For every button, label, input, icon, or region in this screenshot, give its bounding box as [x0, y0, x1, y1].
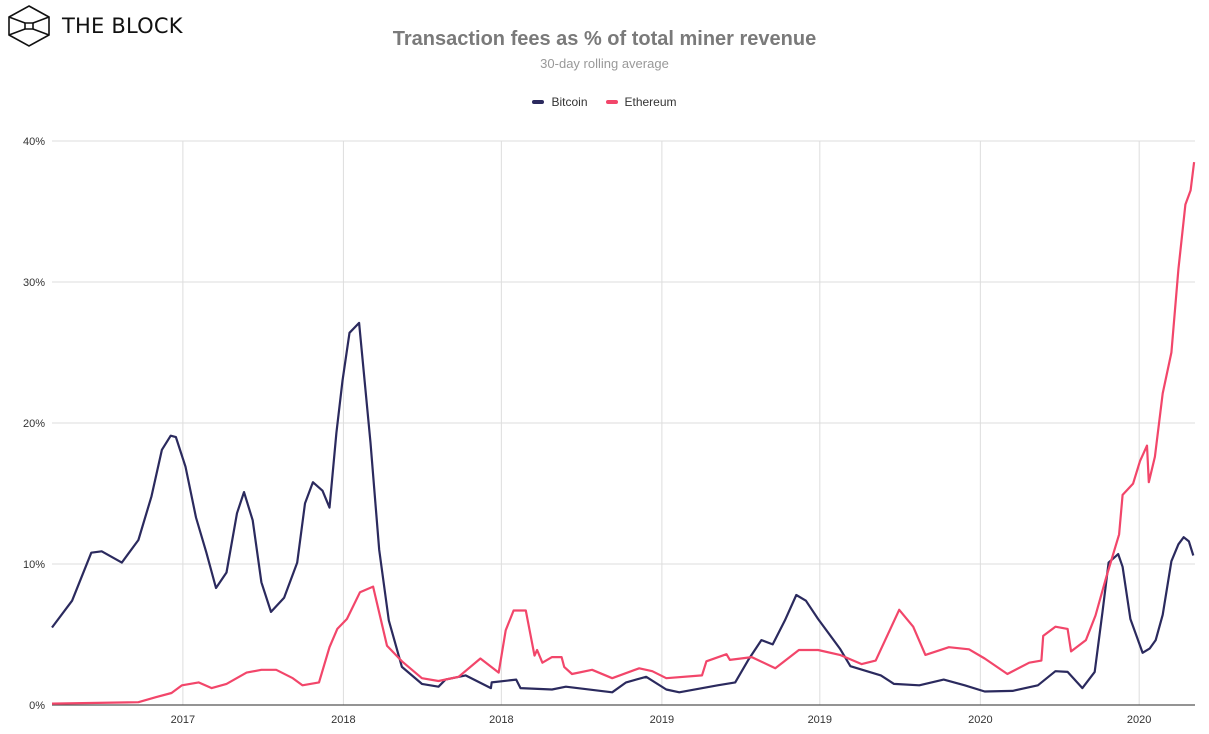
y-tick-label: 20% — [23, 418, 45, 430]
y-tick-label: 10% — [23, 559, 45, 571]
y-tick-label: 40% — [23, 136, 45, 148]
legend-swatch-ethereum — [605, 100, 618, 104]
chart-subtitle: 30-day rolling average — [540, 56, 669, 71]
x-tick-label: 2017 — [171, 714, 195, 726]
legend-label: Bitcoin — [551, 95, 588, 109]
legend-swatch-bitcoin — [532, 100, 545, 104]
legend: Bitcoin Ethereum — [0, 95, 1209, 109]
cube-logo-icon — [8, 5, 50, 47]
series-line-bitcoin — [51, 321, 1195, 694]
brand-name: THE BLOCK — [62, 14, 183, 38]
x-tick-label: 2018 — [331, 714, 355, 726]
x-tick-label: 2018 — [489, 714, 513, 726]
legend-item-bitcoin[interactable]: Bitcoin — [532, 95, 588, 109]
y-tick-label: 30% — [23, 277, 45, 289]
legend-label: Ethereum — [624, 95, 677, 109]
series-line-ethereum — [51, 161, 1196, 705]
x-tick-label: 2019 — [650, 714, 674, 726]
x-tick-label: 2019 — [808, 714, 832, 726]
y-tick-label: 0% — [29, 700, 45, 712]
x-tick-label: 2020 — [1127, 714, 1151, 726]
legend-item-ethereum[interactable]: Ethereum — [605, 95, 677, 109]
chart-title: Transaction fees as % of total miner rev… — [392, 28, 817, 50]
brand-logo: THE BLOCK — [6, 4, 183, 48]
x-tick-label: 2020 — [968, 714, 992, 726]
